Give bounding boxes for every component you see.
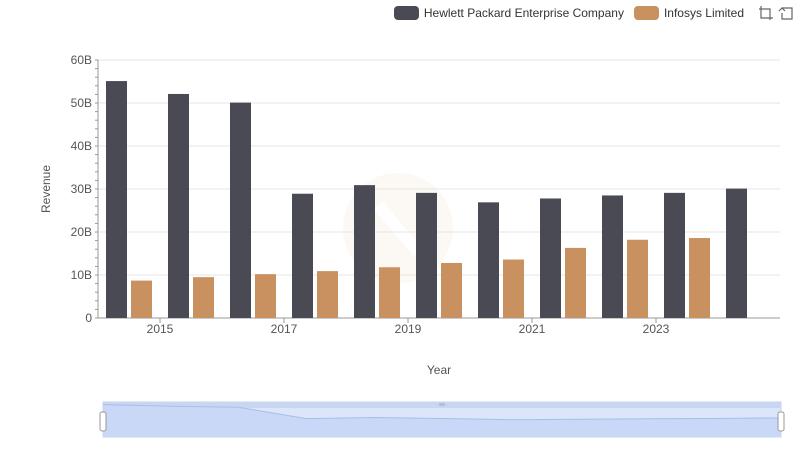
legend-item-hpe[interactable]: Hewlett Packard Enterprise Company [393, 6, 624, 20]
y-tick-label: 20B [71, 225, 92, 239]
bar-infosys-2019[interactable] [441, 262, 462, 318]
x-tick-label: 2021 [519, 322, 546, 336]
bar-infosys-2022[interactable] [627, 239, 648, 318]
y-axis-title: Revenue [39, 165, 53, 213]
axis-labels: 0 10B 20B 30B 40B 50B 60B 2015 2017 2019 2021 2023 Y… [39, 53, 670, 377]
bar-infosys-2017[interactable] [317, 271, 338, 318]
y-tick-label: 30B [71, 182, 92, 196]
bar-hpe-2017[interactable] [292, 193, 313, 318]
bar-hpe-2020[interactable] [478, 202, 499, 318]
reset-zoom-icon[interactable] [778, 5, 794, 21]
y-tick-label: 0 [85, 311, 92, 325]
slider-area [103, 404, 781, 437]
y-tick-label: 40B [71, 139, 92, 153]
bar-hpe-2014[interactable] [106, 81, 127, 318]
legend-label-infosys: Infosys Limited [663, 6, 744, 20]
x-tick-label: 2015 [147, 322, 174, 336]
bar-hpe-2018[interactable] [354, 185, 375, 318]
bar-hpe-2016[interactable] [230, 102, 251, 318]
x-tick-label: 2019 [395, 322, 422, 336]
bar-infosys-2014[interactable] [131, 280, 152, 318]
bar-hpe-2023[interactable] [664, 192, 685, 318]
bar-infosys-2016[interactable] [255, 274, 276, 318]
bar-hpe-2024[interactable] [726, 188, 747, 318]
x-tick-label: 2017 [271, 322, 298, 336]
bar-infosys-2015[interactable] [193, 277, 214, 318]
y-tick-label: 50B [71, 96, 92, 110]
bar-hpe-2019[interactable] [416, 192, 437, 318]
slider-line [102, 404, 782, 421]
bars [106, 81, 747, 318]
bar-hpe-2021[interactable] [540, 198, 561, 318]
legend: Hewlett Packard Enterprise Company Infos… [393, 3, 800, 23]
legend-swatch-hpe [393, 6, 419, 20]
bar-hpe-2015[interactable] [168, 93, 189, 318]
y-tick-label: 10B [71, 268, 92, 282]
slider-handle-left[interactable] [99, 411, 107, 432]
bar-hpe-2022[interactable] [602, 195, 623, 318]
x-axis-title: Year [427, 363, 451, 377]
slider-handle-right[interactable] [777, 411, 785, 432]
x-tick-label: 2023 [643, 322, 670, 336]
legend-swatch-infosys [633, 6, 659, 20]
legend-label-hpe: Hewlett Packard Enterprise Company [423, 6, 624, 20]
bar-infosys-2021[interactable] [565, 247, 586, 318]
zoom-icon[interactable] [758, 5, 774, 21]
range-slider[interactable] [99, 401, 785, 438]
bar-infosys-2023[interactable] [689, 238, 710, 318]
bar-infosys-2018[interactable] [379, 267, 400, 318]
legend-item-infosys[interactable]: Infosys Limited [633, 6, 744, 20]
y-tick-label: 60B [71, 53, 92, 67]
bar-infosys-2020[interactable] [503, 259, 524, 318]
